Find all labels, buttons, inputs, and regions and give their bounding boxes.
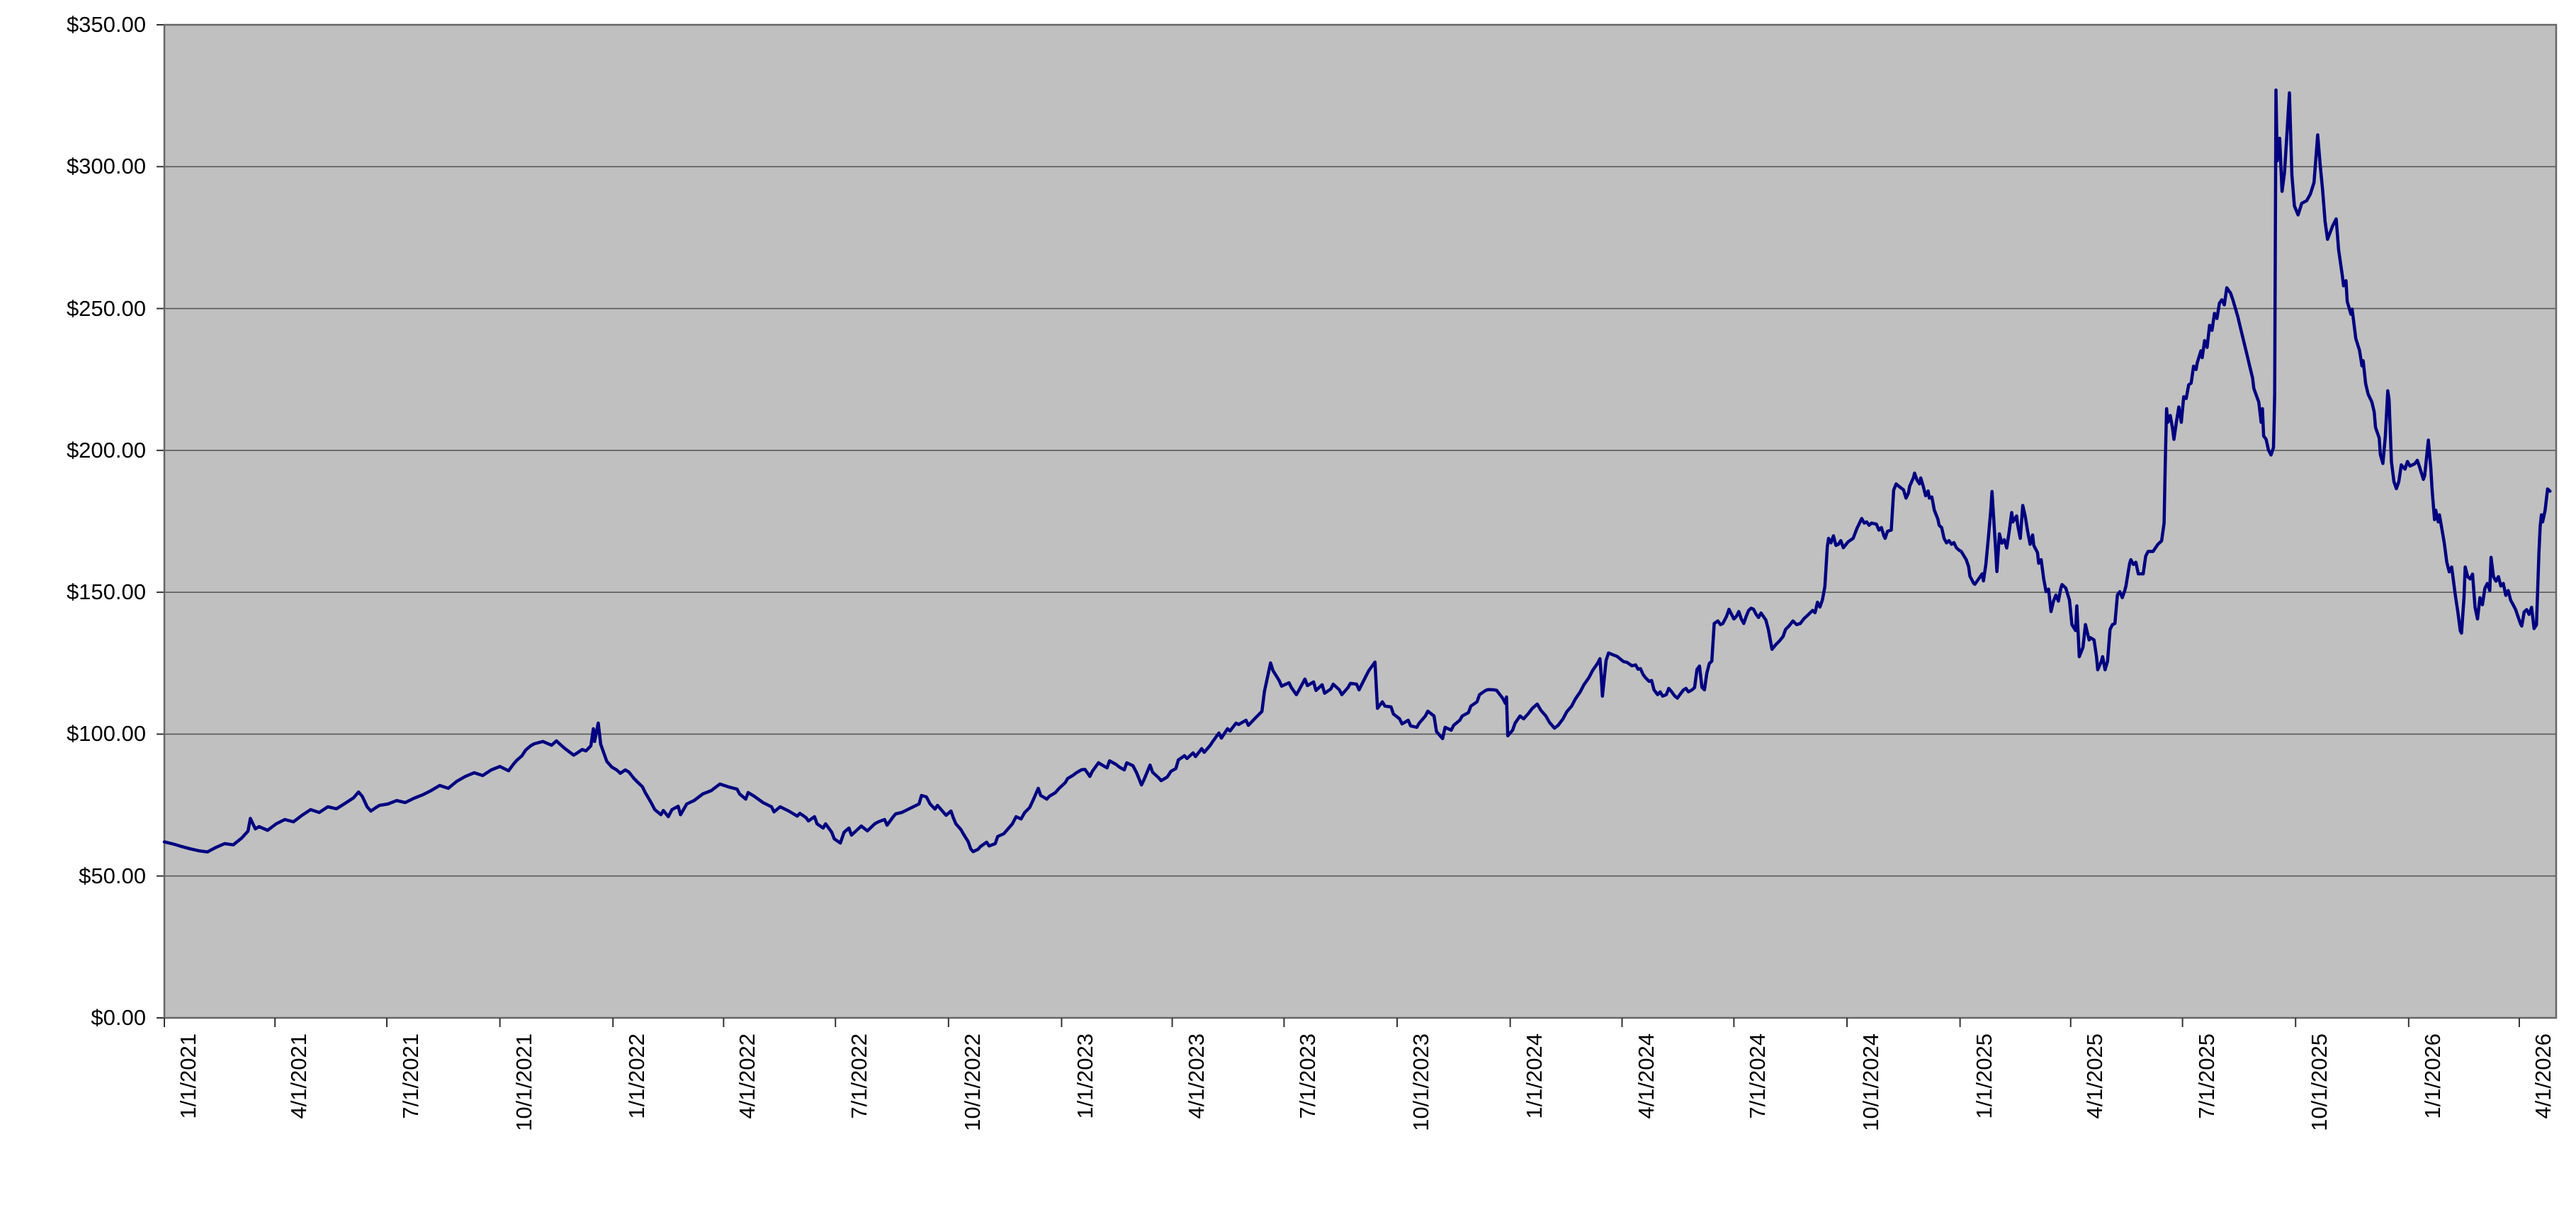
x-tick-label: 4/1/2026 (2530, 1033, 2555, 1119)
plot-background (164, 25, 2556, 1018)
x-tick-label: 1/1/2023 (1073, 1033, 1098, 1119)
y-tick-label: $150.00 (66, 579, 146, 605)
y-tick-label: $250.00 (66, 295, 146, 321)
x-tick-label: 7/1/2024 (1745, 1033, 1770, 1119)
x-tick-label: 10/1/2023 (1408, 1033, 1434, 1131)
x-tick-label: 1/1/2025 (1971, 1033, 1996, 1119)
x-tick-label: 1/1/2022 (624, 1033, 650, 1119)
x-tick-label: 1/1/2026 (2419, 1033, 2445, 1119)
x-tick-label: 4/1/2024 (1633, 1033, 1659, 1119)
x-tick-label: 7/1/2022 (847, 1033, 872, 1119)
x-tick-label: 10/1/2022 (959, 1033, 985, 1131)
plot-frame (163, 23, 2558, 1019)
y-tick-label: $350.00 (66, 12, 146, 37)
x-tick-label: 1/1/2024 (1521, 1033, 1547, 1119)
x-tick-label: 4/1/2025 (2081, 1033, 2107, 1119)
y-tick-label: $200.00 (66, 437, 146, 463)
y-tick-label: $50.00 (79, 863, 146, 888)
x-tick-label: 7/1/2021 (398, 1033, 423, 1119)
x-tick-label: 1/1/2021 (176, 1033, 200, 1119)
x-tick-label: 4/1/2022 (735, 1033, 760, 1119)
x-tick-label: 10/1/2021 (511, 1033, 536, 1131)
price-line (162, 88, 2552, 854)
x-tick-label: 7/1/2025 (2193, 1033, 2219, 1119)
y-tick-label: $100.00 (66, 721, 146, 747)
x-tick-label: 4/1/2023 (1183, 1033, 1209, 1119)
x-tick-label: 10/1/2025 (2307, 1033, 2332, 1131)
x-tick-label: 7/1/2023 (1295, 1033, 1321, 1119)
x-tick-label: 4/1/2021 (286, 1033, 312, 1119)
y-tick-label: $300.00 (66, 154, 146, 179)
x-tick-label: 10/1/2024 (1858, 1033, 1883, 1131)
y-tick-label: $0.00 (91, 1005, 146, 1030)
